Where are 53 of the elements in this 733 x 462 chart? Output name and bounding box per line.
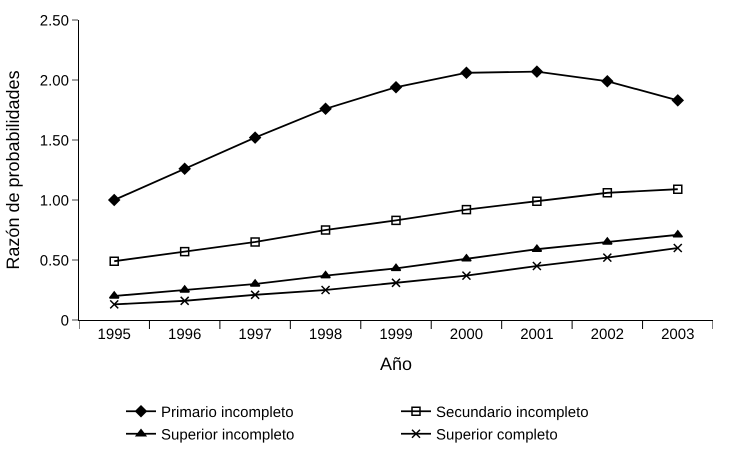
y-tick-label: 2.50 xyxy=(40,12,69,30)
point xyxy=(109,300,119,310)
point xyxy=(390,81,402,94)
point xyxy=(390,264,402,272)
point xyxy=(601,75,614,88)
point xyxy=(532,196,542,206)
x-tick-label: 1998 xyxy=(308,326,342,343)
x-tick-label: 1999 xyxy=(379,326,413,343)
legend-label: Superior incompleto xyxy=(161,426,294,444)
point xyxy=(673,243,683,253)
legend-label: Primario incompleto xyxy=(161,404,294,422)
y-tick-label: 2.00 xyxy=(40,72,69,90)
point xyxy=(460,66,472,79)
y-tick-label: 1.00 xyxy=(40,192,69,210)
point xyxy=(320,102,332,115)
point xyxy=(391,216,401,226)
point xyxy=(530,66,543,78)
point xyxy=(673,184,683,194)
point xyxy=(180,246,190,256)
point xyxy=(672,94,684,106)
x-axis-title: Año xyxy=(380,354,412,374)
y-tick-label: 0 xyxy=(60,312,69,330)
point xyxy=(602,188,612,198)
point xyxy=(249,132,262,144)
legend-label: Superior completo xyxy=(436,426,558,444)
point xyxy=(180,296,190,306)
point xyxy=(178,162,191,175)
point xyxy=(320,270,331,278)
point xyxy=(602,252,612,262)
point xyxy=(250,290,260,300)
legend-label: Secundario incompleto xyxy=(436,404,589,422)
x-tick-label: 1997 xyxy=(238,326,272,343)
point xyxy=(250,279,260,287)
point xyxy=(462,204,472,214)
point xyxy=(250,237,260,247)
point xyxy=(108,194,120,206)
point xyxy=(109,256,119,266)
x-tick-label: 2000 xyxy=(450,326,484,343)
point xyxy=(532,244,542,252)
y-axis-title: Razón de probabilidades xyxy=(2,70,23,270)
x-tick-label: 1996 xyxy=(168,326,202,343)
point xyxy=(320,225,330,235)
x-tick-label: 1995 xyxy=(98,326,131,343)
point xyxy=(391,278,401,288)
point xyxy=(532,261,542,271)
y-tick-label: 1.50 xyxy=(40,132,69,150)
x-tick-label: 2002 xyxy=(590,326,624,343)
point xyxy=(461,254,472,262)
y-tick-label: 0.50 xyxy=(40,252,69,270)
x-tick-label: 2001 xyxy=(520,326,554,343)
point xyxy=(462,270,472,280)
point xyxy=(320,285,330,295)
x-tick-label: 2003 xyxy=(661,326,694,343)
